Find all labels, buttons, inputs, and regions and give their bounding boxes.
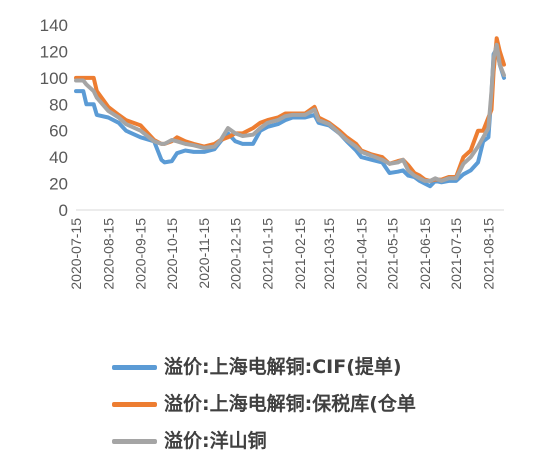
y-tick-label: 40 bbox=[49, 148, 68, 167]
legend-item-bonded: 溢价:上海电解铜:保税库(仓单 bbox=[112, 385, 542, 422]
x-tick-label: 2021-06-15 bbox=[417, 218, 433, 290]
y-tick-label: 140 bbox=[40, 16, 68, 35]
y-tick-label: 20 bbox=[49, 175, 68, 194]
series-line-yangshan bbox=[74, 42, 506, 183]
x-tick-label: 2020-12-15 bbox=[227, 218, 243, 290]
y-tick-label: 0 bbox=[59, 201, 68, 220]
x-tick-label: 2020-09-15 bbox=[133, 218, 149, 290]
legend-label-yangshan: 溢价:洋山铜 bbox=[164, 430, 267, 452]
legend-item-yangshan: 溢价:洋山铜 bbox=[112, 422, 542, 459]
x-tick-label: 2021-07-15 bbox=[448, 218, 464, 290]
x-tick-label: 2020-11-15 bbox=[196, 218, 212, 289]
x-tick-label: 2021-05-15 bbox=[385, 218, 401, 290]
legend-swatch-bonded bbox=[112, 402, 157, 407]
x-tick-label: 2020-10-15 bbox=[164, 218, 180, 290]
series-line-cif bbox=[74, 46, 506, 189]
y-tick-label: 80 bbox=[49, 95, 68, 114]
x-tick-label: 2021-04-15 bbox=[353, 218, 369, 290]
legend-label-bonded: 溢价:上海电解铜:保税库(仓单 bbox=[164, 393, 416, 415]
series-lines bbox=[74, 36, 506, 189]
y-tick-label: 60 bbox=[49, 122, 68, 141]
x-tick-label: 2020-07-15 bbox=[68, 218, 84, 290]
x-tick-label: 2021-02-15 bbox=[292, 218, 308, 290]
x-tick-label: 2021-08-15 bbox=[480, 218, 496, 290]
y-axis-tick-labels: 0 20 40 60 80 100 120 140 bbox=[40, 16, 68, 220]
y-tick-label: 120 bbox=[40, 42, 68, 61]
x-tick-label: 2021-01-15 bbox=[260, 218, 276, 290]
x-tick-label: 2020-08-15 bbox=[100, 218, 116, 290]
legend-label-cif: 溢价:上海电解铜:CIF(提单) bbox=[164, 356, 402, 378]
y-tick-label: 100 bbox=[40, 69, 68, 88]
legend-swatch-cif bbox=[112, 365, 157, 370]
legend: 溢价:上海电解铜:CIF(提单) 溢价:上海电解铜:保税库(仓单 溢价:洋山铜 bbox=[112, 348, 542, 459]
legend-swatch-yangshan bbox=[112, 439, 157, 444]
series-line-bonded bbox=[74, 36, 506, 183]
legend-item-cif: 溢价:上海电解铜:CIF(提单) bbox=[112, 348, 542, 385]
x-axis-tick-labels: 2020-07-15 2020-08-15 2020-09-15 2020-10-15… bbox=[68, 218, 496, 290]
x-tick-label: 2021-03-15 bbox=[321, 218, 337, 290]
